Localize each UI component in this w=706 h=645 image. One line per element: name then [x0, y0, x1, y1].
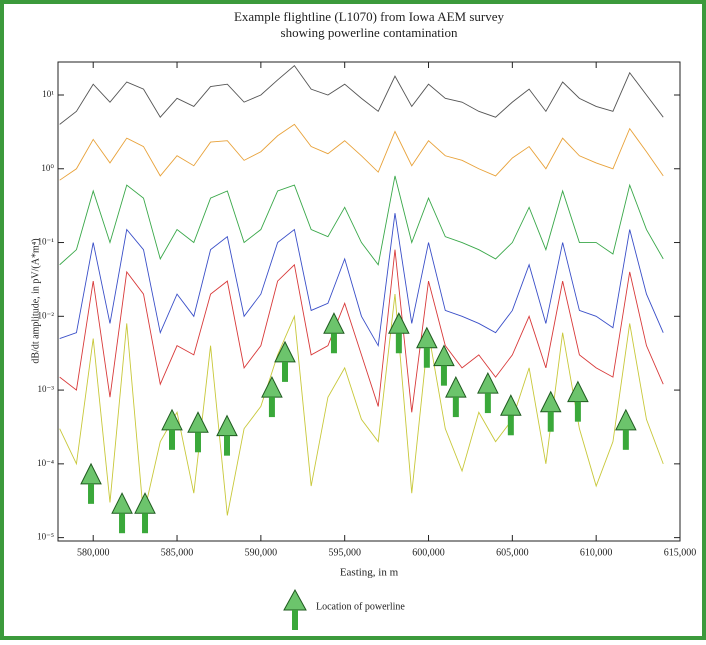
powerline-arrow: [416, 326, 438, 368]
powerline-arrow: [80, 462, 102, 504]
chart-title: Example flightline (L1070) from Iowa AEM…: [234, 9, 505, 24]
arrow-stem: [484, 393, 491, 414]
legend-label: Location of powerline: [316, 601, 405, 612]
powerline-arrow: [539, 390, 562, 432]
series-line: [59, 249, 664, 413]
arrow-stem: [268, 397, 275, 418]
x-tick-label: 585,000: [161, 547, 194, 558]
arrow-stem: [169, 429, 176, 450]
x-tick-label: 580,000: [77, 547, 110, 558]
y-tick-label: 10⁰: [41, 163, 54, 173]
arrow-stem: [574, 401, 581, 422]
powerline-arrow: [261, 375, 283, 418]
series-line: [59, 294, 664, 516]
y-tick-label: 10⁻¹: [38, 237, 55, 247]
x-tick-label: 605,000: [496, 547, 529, 558]
arrow-stem: [507, 415, 514, 436]
powerline-arrow: [388, 312, 410, 354]
powerline-arrow: [323, 312, 345, 354]
y-tick-label: 10⁻²: [38, 310, 55, 320]
powerline-arrow: [567, 380, 589, 422]
y-tick-label: 10¹: [42, 89, 54, 99]
x-tick-label: 610,000: [580, 547, 613, 558]
y-axis-label: dB/dt amplitude, in pV/(A*m⁴): [30, 238, 41, 363]
x-axis-label: Easting, in m: [340, 567, 399, 579]
x-tick-label: 600,000: [412, 547, 445, 558]
plot-frame: [57, 61, 681, 542]
x-tick-label: 590,000: [245, 547, 278, 558]
y-tick-label: 10⁻⁵: [37, 532, 54, 542]
series-line: [59, 123, 664, 181]
x-tick-label: 595,000: [328, 547, 361, 558]
arrow-stem: [194, 432, 201, 453]
series-line: [59, 175, 664, 266]
powerline-arrow: [216, 414, 238, 456]
chart-subtitle: showing powerline contamination: [281, 25, 458, 40]
powerline-arrow: [187, 411, 209, 453]
arrow-stem: [440, 365, 447, 386]
powerline-arrow: [445, 375, 467, 418]
arrow-stem: [423, 347, 430, 368]
powerline-arrow: [111, 492, 133, 534]
powerline-arrow: [134, 492, 156, 534]
legend: Location of powerline: [283, 588, 405, 630]
plot-lines: [59, 64, 664, 516]
series-line: [59, 64, 664, 125]
arrow-stem: [330, 333, 337, 354]
legend-arrow-stem: [292, 610, 298, 630]
powerline-arrow: [433, 344, 455, 386]
y-tick-label: 10⁻⁴: [37, 458, 54, 468]
powerline-arrow: [274, 340, 296, 382]
arrow-stem: [223, 435, 230, 456]
powerline-arrow: [500, 394, 522, 436]
y-tick-label: 10⁻³: [38, 384, 55, 394]
powerline-arrow: [615, 408, 637, 450]
arrow-stem: [282, 361, 289, 382]
arrow-stem: [547, 411, 554, 432]
arrow-stem: [142, 513, 149, 534]
arrow-stem: [452, 397, 459, 418]
powerline-arrow: [161, 408, 183, 450]
x-tick-label: 615,000: [664, 547, 697, 558]
arrow-stem: [395, 333, 402, 354]
arrow-stem: [88, 483, 95, 504]
powerline-arrow: [477, 371, 499, 414]
arrow-stem: [119, 513, 126, 534]
series-line: [59, 213, 664, 348]
arrow-stem: [622, 429, 629, 450]
